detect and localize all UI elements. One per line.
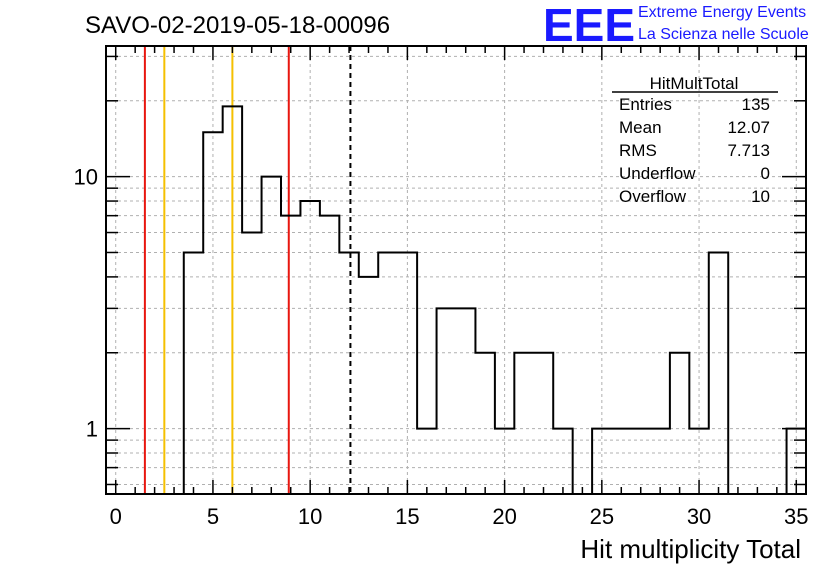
x-tick-label: 10 — [298, 504, 322, 529]
stats-box: HitMultTotal Entries 135 Mean 12.07 RMS 7.713… — [612, 74, 778, 206]
x-axis-label: Hit multiplicity Total — [580, 534, 801, 564]
logo-line-1: Extreme Energy Events — [638, 4, 806, 21]
plot-frame — [105, 45, 807, 495]
stats-label: Overflow — [619, 187, 687, 206]
x-tick-label: 25 — [590, 504, 614, 529]
x-tick-label: 5 — [207, 504, 219, 529]
x-tick-label: 0 — [110, 504, 122, 529]
stats-title: HitMultTotal — [650, 74, 739, 93]
x-axis: 0 5 10 15 20 25 30 35 — [110, 46, 809, 529]
logo-mark: EEE — [543, 0, 635, 51]
chart-title: SAVO-02-2019-05-18-00096 — [85, 12, 390, 39]
y-tick-label: 10 — [74, 165, 98, 190]
x-tick-label: 30 — [687, 504, 711, 529]
stats-label: Mean — [619, 118, 662, 137]
y-axis: 1 10 — [74, 55, 806, 486]
histogram-series — [106, 105, 806, 495]
stats-label: RMS — [619, 141, 657, 160]
reference-lines — [143, 46, 352, 494]
logo-line-2: La Scienza nelle Scuole — [638, 26, 809, 43]
stats-label: Underflow — [619, 164, 696, 183]
stats-value: 7.713 — [727, 141, 770, 160]
stats-value: 12.07 — [727, 118, 770, 137]
y-tick-label: 1 — [86, 417, 98, 442]
x-tick-label: 20 — [492, 504, 516, 529]
x-tick-label: 35 — [784, 504, 808, 529]
stats-value: 0 — [761, 164, 770, 183]
grid-lines — [106, 46, 806, 494]
eee-logo: EEE Extreme Energy Events La Scienza nel… — [543, 0, 809, 51]
stats-label: Entries — [619, 95, 672, 114]
x-tick-label: 15 — [395, 504, 419, 529]
stats-value: 135 — [742, 95, 770, 114]
stats-value: 10 — [751, 187, 770, 206]
